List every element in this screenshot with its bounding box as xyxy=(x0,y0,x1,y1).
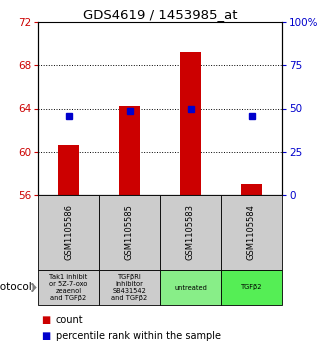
Text: ■: ■ xyxy=(41,315,51,325)
Bar xyxy=(180,52,201,195)
Text: TGFβ2: TGFβ2 xyxy=(241,285,262,290)
Bar xyxy=(241,184,262,195)
Bar xyxy=(119,106,140,195)
Text: GSM1105586: GSM1105586 xyxy=(64,204,73,261)
Text: untreated: untreated xyxy=(174,285,207,290)
Text: Tak1 inhibit
or 5Z-7-oxo
zeaenol
and TGFβ2: Tak1 inhibit or 5Z-7-oxo zeaenol and TGF… xyxy=(49,274,88,301)
Text: count: count xyxy=(56,315,83,325)
Text: TGFβRI
inhibitor
SB431542
and TGFβ2: TGFβRI inhibitor SB431542 and TGFβ2 xyxy=(111,274,148,301)
Text: GSM1105583: GSM1105583 xyxy=(186,204,195,261)
Bar xyxy=(58,145,79,195)
Text: percentile rank within the sample: percentile rank within the sample xyxy=(56,331,220,341)
Text: protocol: protocol xyxy=(0,282,32,293)
Text: GSM1105585: GSM1105585 xyxy=(125,205,134,260)
Title: GDS4619 / 1453985_at: GDS4619 / 1453985_at xyxy=(83,8,237,21)
Text: ■: ■ xyxy=(41,331,51,341)
Text: GSM1105584: GSM1105584 xyxy=(247,205,256,260)
